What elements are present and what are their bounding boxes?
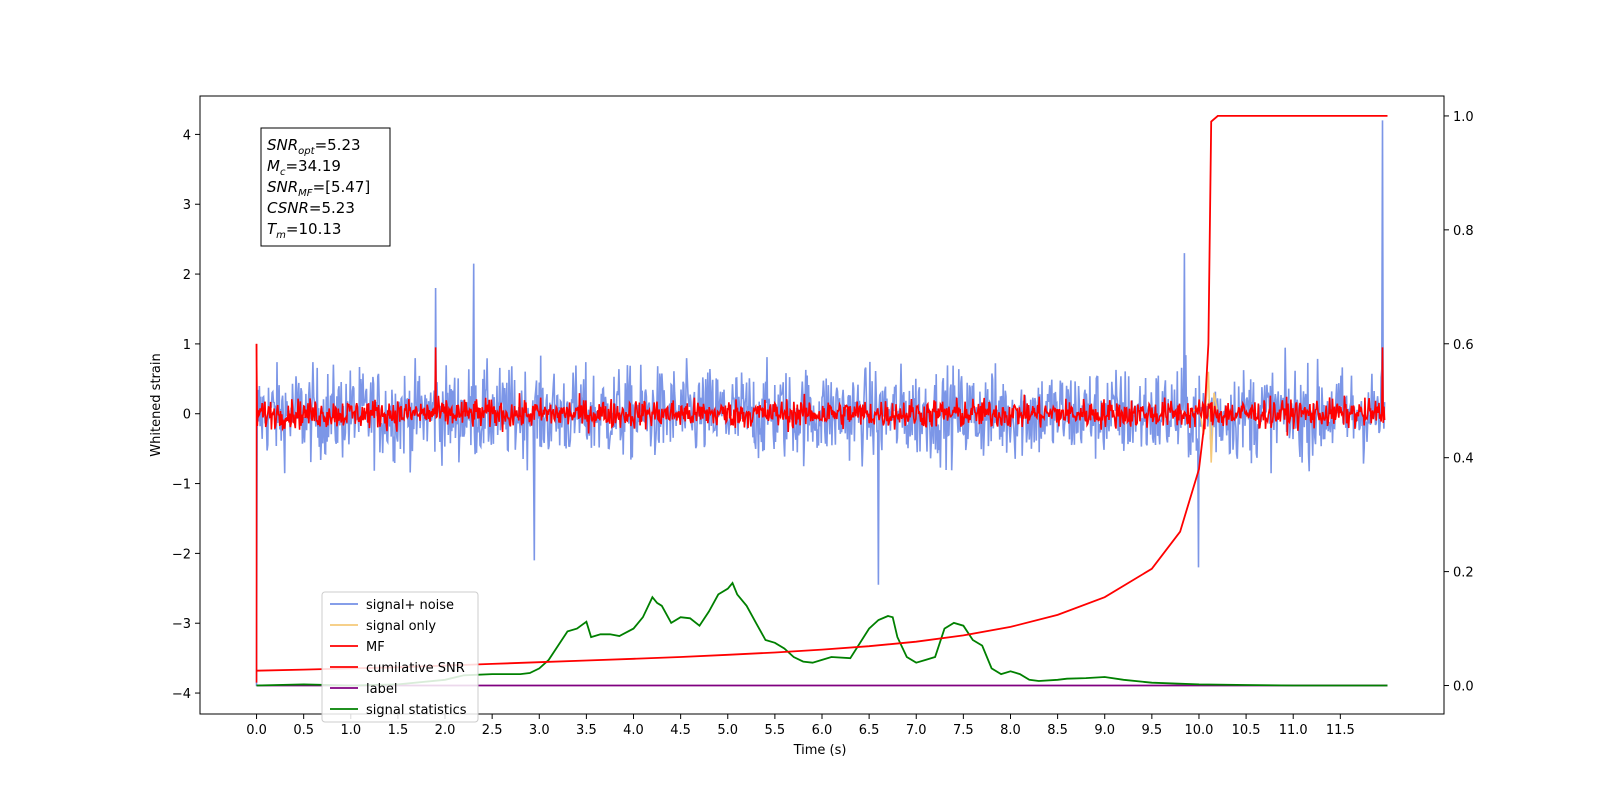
- x-tick-label: 6.0: [812, 723, 833, 738]
- x-tick-label: 4.5: [670, 723, 691, 738]
- x-tick-label: 8.0: [1000, 723, 1021, 738]
- x-axis: 0.0 0.5 1.0 1.5 2.0 2.5 3.0 3.5 4.0 4.5 5.0 5.5 6.0 6…: [246, 714, 1355, 738]
- x-tick-label: 11.0: [1279, 723, 1308, 738]
- x-tick-label: 5.5: [765, 723, 786, 738]
- x-tick-label: 9.0: [1094, 723, 1115, 738]
- series-mf: [255, 343, 1386, 436]
- x-tick-label: 10.5: [1232, 723, 1261, 738]
- x-tick-label: 1.0: [340, 723, 361, 738]
- x-tick-label: 7.5: [953, 723, 974, 738]
- annotation-line: Mc=34.19: [267, 157, 341, 178]
- x-tick-label: 3.0: [529, 723, 550, 738]
- annotation-frame: [260, 127, 391, 247]
- x-tick-label: 8.5: [1047, 723, 1068, 738]
- x-tick-label: 2.0: [435, 723, 456, 738]
- y-left-tick-label: 0: [183, 408, 191, 423]
- y-left-tick-label: 2: [183, 268, 191, 283]
- y-axis-left: 4 3 2 1 0 −1 −2 −3 −4: [172, 128, 200, 702]
- y-right-tick-label: 0.4: [1453, 452, 1474, 467]
- x-tick-label: 2.5: [482, 723, 503, 738]
- x-tick-label: 4.0: [623, 723, 644, 738]
- legend-label: cumilative SNR: [366, 661, 465, 676]
- y-axis-label: Whitened strain: [149, 353, 164, 456]
- annotation-line: SNRMF=[5.47]: [267, 178, 370, 199]
- legend-frame: [321, 591, 479, 723]
- x-tick-label: 6.5: [859, 723, 880, 738]
- annotation-line: Tm=10.13: [267, 220, 341, 241]
- x-tick-label: 11.5: [1326, 723, 1355, 738]
- x-tick-label: 0.5: [293, 723, 314, 738]
- annotation-line: CSNR=5.23: [267, 199, 355, 217]
- x-axis-label: Time (s): [793, 743, 847, 758]
- y-axis-right: 1.0 0.8 0.6 0.4 0.2 0.0: [1444, 110, 1474, 695]
- y-right-tick-label: 0.8: [1453, 224, 1474, 239]
- y-left-tick-label: 4: [183, 128, 191, 143]
- x-tick-label: 10.0: [1184, 723, 1213, 738]
- y-right-tick-label: 0.6: [1453, 338, 1474, 353]
- legend: signal+ noise signal only MF cumilative SNR…: [321, 591, 479, 723]
- x-tick-label: 3.5: [576, 723, 597, 738]
- series-signal-statistics: [256, 581, 1388, 687]
- y-left-tick-label: −2: [172, 547, 191, 562]
- legend-label: signal only: [366, 619, 436, 634]
- y-left-tick-label: 1: [183, 338, 191, 353]
- x-tick-label: 1.5: [388, 723, 409, 738]
- y-right-tick-label: 1.0: [1453, 110, 1474, 125]
- y-left-tick-label: −3: [172, 617, 191, 632]
- legend-label: signal statistics: [366, 703, 467, 718]
- y-right-tick-label: 0.0: [1453, 680, 1474, 695]
- legend-label: MF: [366, 640, 385, 655]
- x-tick-label: 5.0: [717, 723, 738, 738]
- y-left-tick-label: −4: [172, 687, 191, 702]
- y-left-tick-label: 3: [183, 198, 191, 213]
- x-tick-label: 0.0: [246, 723, 267, 738]
- annotation-box: SNRopt=5.23Mc=34.19SNRMF=[5.47]CSNR=5.23…: [260, 127, 391, 247]
- series-signal-noise: [255, 120, 1386, 687]
- legend-label: label: [366, 682, 397, 697]
- y-left-tick-label: −1: [172, 478, 191, 493]
- annotation-line: SNRopt=5.23: [267, 136, 361, 157]
- x-tick-label: 9.5: [1142, 723, 1163, 738]
- x-tick-label: 7.0: [906, 723, 927, 738]
- y-right-tick-label: 0.2: [1453, 566, 1474, 581]
- legend-label: signal+ noise: [366, 598, 454, 613]
